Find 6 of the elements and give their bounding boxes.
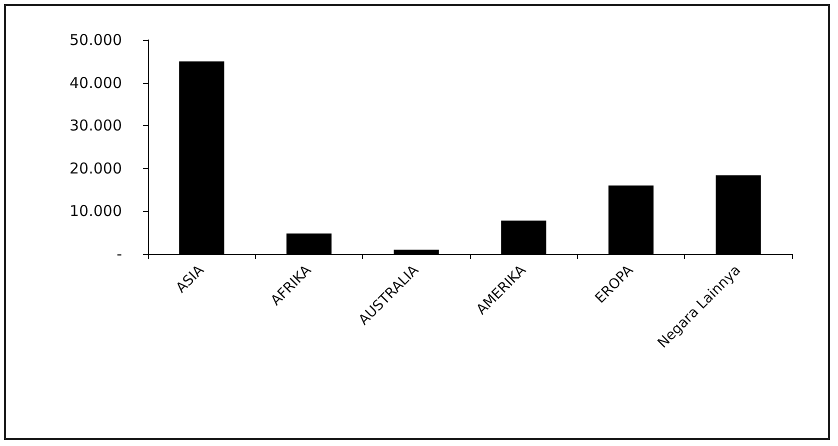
y-tick-label: 10.000 [70,202,122,220]
y-tick-label: 20.000 [70,159,122,178]
y-tick-label: - [116,245,122,263]
y-tick-label: 50.000 [70,31,122,49]
y-tick-label: 40.000 [70,74,122,92]
y-tick-label: 30.000 [70,116,122,135]
